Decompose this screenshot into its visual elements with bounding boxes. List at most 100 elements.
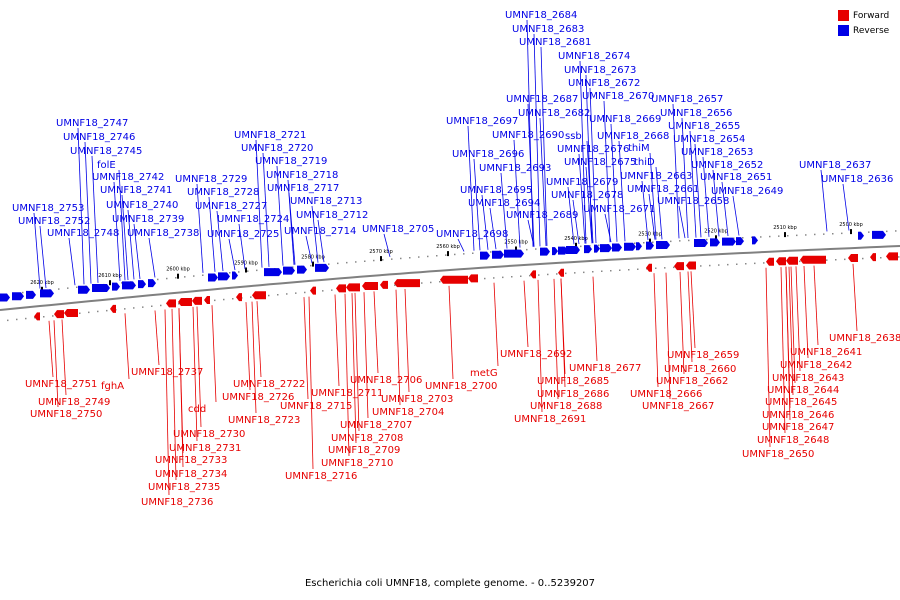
reverse-gene-arrow [208, 273, 218, 282]
guide-dot [34, 316, 36, 319]
guide-dot [229, 272, 231, 274]
reverse-leader-line [603, 100, 611, 243]
reverse-leader-line [121, 194, 129, 281]
guide-dot [331, 289, 333, 291]
reverse-leader-line [208, 196, 216, 272]
guide-dot [502, 276, 504, 279]
reverse-leader-line [526, 19, 534, 247]
reverse-leader-line [820, 169, 828, 232]
guide-dot [400, 257, 402, 260]
guide-dot [304, 291, 306, 294]
reverse-gene-label: UMNF18_2745 [70, 146, 142, 157]
forward-gene-arrow [776, 257, 786, 266]
forward-gene-arrow [34, 312, 40, 321]
guide-dot [394, 284, 396, 286]
forward-gene-label: UMNF18_2749 [38, 397, 110, 408]
forward-gene-label: UMNF18_2726 [222, 392, 294, 403]
guide-dot [628, 269, 630, 271]
guide-dot [886, 230, 888, 233]
reverse-leader-line [288, 192, 296, 265]
reverse-gene-label: UMNF18_2687 [506, 94, 578, 105]
forward-leader-line [171, 308, 177, 481]
guide-dot [490, 251, 492, 253]
reverse-gene-label: folE [97, 160, 116, 171]
reverse-leader-line [533, 33, 541, 247]
guide-dot [751, 236, 753, 239]
legend: Forward Reverse [838, 8, 889, 38]
reverse-leader-line [383, 233, 391, 258]
reverse-leader-line [648, 193, 656, 240]
forward-gene-label: UMNF18_2662 [656, 376, 728, 387]
forward-leader-line [852, 263, 858, 332]
reverse-gene-label: UMNF18_2753 [12, 203, 84, 214]
reverse-leader-line [678, 205, 686, 239]
reverse-gene-label: UMNF18_2670 [582, 91, 654, 102]
forward-leader-line [687, 271, 693, 363]
forward-gene-label: UMNF18_2706 [350, 375, 422, 386]
forward-gene-label: UMNF18_2708 [331, 433, 403, 444]
reverse-gene-label: UMNF18_2698 [436, 229, 508, 240]
guide-dot [292, 266, 294, 268]
guide-dot [193, 275, 195, 277]
guide-dot [787, 235, 789, 237]
guide-dot [364, 260, 366, 262]
forward-gene-arrow [110, 304, 116, 313]
reverse-gene-arrow [504, 249, 524, 258]
forward-leader-line [785, 266, 791, 409]
guide-dot [184, 276, 186, 278]
reverse-gene-label: UMNF18_2720 [241, 143, 313, 154]
forward-leader-line [803, 265, 809, 359]
scale-tick [715, 235, 717, 241]
guide-dot [16, 318, 18, 321]
forward-leader-line [351, 293, 357, 444]
reverse-gene-arrow [138, 280, 146, 289]
guide-dot [835, 259, 837, 261]
reverse-leader-line [127, 209, 135, 280]
reverse-leader-line [33, 212, 41, 289]
forward-leader-line [334, 294, 340, 387]
forward-gene-arrow [530, 270, 536, 279]
guide-dot [295, 292, 297, 294]
forward-leader-line [196, 306, 202, 428]
forward-gene-label: UMNF18_2648 [757, 435, 829, 446]
reverse-gene-arrow [710, 238, 720, 247]
guide-dot [346, 261, 348, 264]
guide-dot [520, 275, 522, 277]
forward-leader-line [344, 293, 350, 457]
guide-dot [7, 319, 9, 322]
guide-dot [688, 239, 690, 242]
forward-gene-arrow [380, 280, 388, 289]
forward-gene-label: UMNF18_2704 [372, 407, 444, 418]
reverse-leader-line [842, 183, 850, 231]
guide-dot [535, 248, 537, 250]
reverse-leader-line [500, 172, 508, 249]
reverse-gene-label: UMNF18_2690 [492, 130, 564, 141]
reverse-gene-arrow [92, 284, 110, 293]
reverse-gene-arrow [122, 281, 136, 290]
guide-dot [43, 316, 45, 318]
reverse-leader-line [721, 181, 729, 237]
reverse-leader-line [255, 139, 263, 268]
guide-dot [709, 264, 711, 267]
reverse-leader-line [216, 210, 224, 272]
forward-gene-label: UMNF18_2737 [131, 367, 203, 378]
legend-item-reverse: Reverse [838, 23, 889, 38]
guide-dot [511, 276, 513, 278]
guide-dot [718, 264, 720, 266]
reverse-gene-arrow [297, 265, 307, 274]
reverse-leader-line [118, 169, 126, 281]
reverse-gene-label: UMNF18_2739 [112, 214, 184, 225]
guide-dot [700, 265, 702, 267]
guide-dot [67, 287, 69, 289]
forward-gene-arrow [686, 261, 696, 270]
reverse-leader-line [572, 199, 580, 245]
reverse-gene-label: UMNF18_2655 [668, 121, 740, 132]
forward-gene-arrow [310, 286, 316, 295]
reverse-gene-label: UMNF18_2718 [266, 170, 338, 181]
guide-dot [799, 260, 801, 263]
forward-leader-line [164, 309, 170, 496]
forward-gene-arrow [870, 253, 876, 262]
reverse-gene-label: UMNF18_2705 [362, 224, 434, 235]
reverse-gene-arrow [40, 289, 54, 298]
forward-gene-label: UMNF18_2677 [569, 363, 641, 374]
